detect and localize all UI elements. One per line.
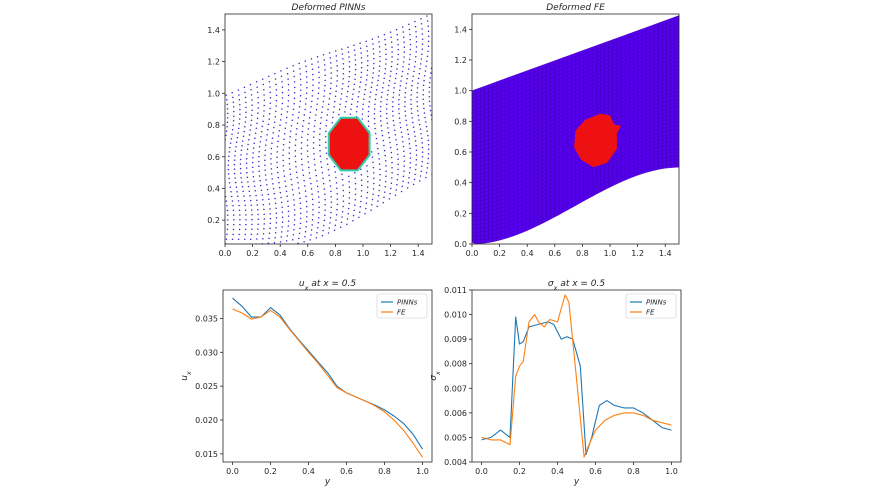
fe-mesh <box>471 15 680 245</box>
x-tick-label: 0.2 <box>513 467 526 476</box>
y-tick-label: 0.030 <box>195 348 218 357</box>
legend-label: PINNs <box>397 299 418 307</box>
y-tick-label: 1.4 <box>454 25 467 34</box>
chart-title: Deformed FE <box>546 3 605 13</box>
x-tick-label: 1.4 <box>659 249 672 258</box>
x-tick-label: 0.6 <box>301 249 314 258</box>
y-tick-label: 0.004 <box>444 458 467 467</box>
y-tick-label: 0.035 <box>195 314 218 323</box>
x-tick-label: 0.4 <box>274 249 287 258</box>
series-line-fe <box>232 308 423 458</box>
deformed-points <box>225 15 432 244</box>
x-tick-label: 0.0 <box>475 467 488 476</box>
y-tick-label: 0.009 <box>444 335 467 344</box>
y-tick-label: 0.008 <box>444 360 467 369</box>
axes-2: 0.0 0.2 0.4 0.6 0.8 1.0 1.2 1.4 0.0 0.2 0.4 0.6 0.8 1… <box>454 3 680 258</box>
plot-frame <box>222 289 433 463</box>
x-tick-label: 1.0 <box>416 467 429 476</box>
x-tick-label: 0.0 <box>466 249 479 258</box>
axes-4: 0.0 0.2 0.4 0.6 0.8 1.0 0.004 0.005 0.006 0.007 0.… <box>429 279 682 487</box>
y-tick-label: 0.4 <box>454 179 467 188</box>
y-tick-label: 1.0 <box>207 89 220 98</box>
x-tick-label: 1.0 <box>357 249 370 258</box>
x-tick-label: 1.2 <box>631 249 644 258</box>
y-tick-label: 1.0 <box>454 87 467 96</box>
y-tick-label: 0.025 <box>195 382 218 391</box>
y-tick-label: 0.006 <box>444 409 467 418</box>
chart-title: ux at x = 0.5 <box>299 279 357 292</box>
x-tick-label: 0.2 <box>264 467 277 476</box>
x-tick-label: 0.2 <box>246 249 259 258</box>
y-tick-label: 1.4 <box>207 26 220 35</box>
x-tick-label: 0.2 <box>493 249 506 258</box>
x-axis-label: y <box>573 477 580 487</box>
plot-frame <box>224 13 433 245</box>
x-tick-label: 0.6 <box>548 249 561 258</box>
x-axis-label: y <box>324 477 331 487</box>
x-tick-label: 0.0 <box>219 249 232 258</box>
inclusion-region <box>327 116 371 172</box>
x-tick-label: 0.8 <box>576 249 589 258</box>
x-tick-label: 0.8 <box>378 467 391 476</box>
x-tick-label: 0.6 <box>340 467 353 476</box>
series-line-fe <box>481 294 672 458</box>
inclusion-region <box>574 113 621 168</box>
x-tick-label: 0.4 <box>302 467 315 476</box>
series-line-pinns <box>232 297 423 450</box>
x-tick-label: 0.8 <box>627 467 640 476</box>
axes-1: 0.0 0.2 0.4 0.6 0.8 1.0 1.2 1.4 0.2 0.4 0.6 0.8 1.0 1… <box>207 3 433 258</box>
y-tick-label: 0.015 <box>195 450 218 459</box>
chart-title: σx at x = 0.5 <box>548 279 606 292</box>
chart-title: Deformed PINNs <box>292 3 366 13</box>
x-tick-label: 1.0 <box>665 467 678 476</box>
x-tick-label: 0.0 <box>226 467 239 476</box>
y-tick-label: 0.2 <box>454 209 467 218</box>
y-tick-label: 0.4 <box>207 184 220 193</box>
y-tick-label: 0.010 <box>444 311 467 320</box>
y-tick-label: 1.2 <box>454 56 467 65</box>
x-tick-label: 0.8 <box>329 249 342 258</box>
plot-frame <box>471 289 682 463</box>
y-tick-label: 0.020 <box>195 416 218 425</box>
legend: PINNs FE <box>625 293 677 319</box>
x-tick-label: 1.2 <box>384 249 397 258</box>
y-tick-label: 0.8 <box>207 121 220 130</box>
y-tick-label: 0.2 <box>207 216 220 225</box>
legend: PINNs FE <box>376 293 428 319</box>
y-tick-label: 0.0 <box>454 240 467 249</box>
y-tick-label: 0.011 <box>444 286 467 295</box>
y-tick-label: 0.6 <box>454 148 467 157</box>
y-axis-label: σx <box>429 371 442 381</box>
y-tick-label: 0.007 <box>444 384 467 393</box>
y-axis-label: ux <box>180 371 193 381</box>
legend-label: FE <box>646 309 655 317</box>
y-tick-label: 0.8 <box>454 117 467 126</box>
y-tick-label: 0.005 <box>444 433 467 442</box>
legend-label: FE <box>397 309 406 317</box>
x-tick-label: 0.4 <box>521 249 534 258</box>
series-line-pinns <box>481 316 672 456</box>
y-tick-label: 0.6 <box>207 153 220 162</box>
y-tick-label: 1.2 <box>207 58 220 67</box>
x-tick-label: 1.0 <box>604 249 617 258</box>
x-tick-label: 1.4 <box>412 249 425 258</box>
x-tick-label: 0.6 <box>589 467 602 476</box>
x-tick-label: 0.4 <box>551 467 564 476</box>
axes-3: 0.0 0.2 0.4 0.6 0.8 1.0 0.015 0.020 0.025 0.030 0.… <box>180 279 433 487</box>
legend-label: PINNs <box>646 299 667 307</box>
plot-frame <box>471 13 680 245</box>
